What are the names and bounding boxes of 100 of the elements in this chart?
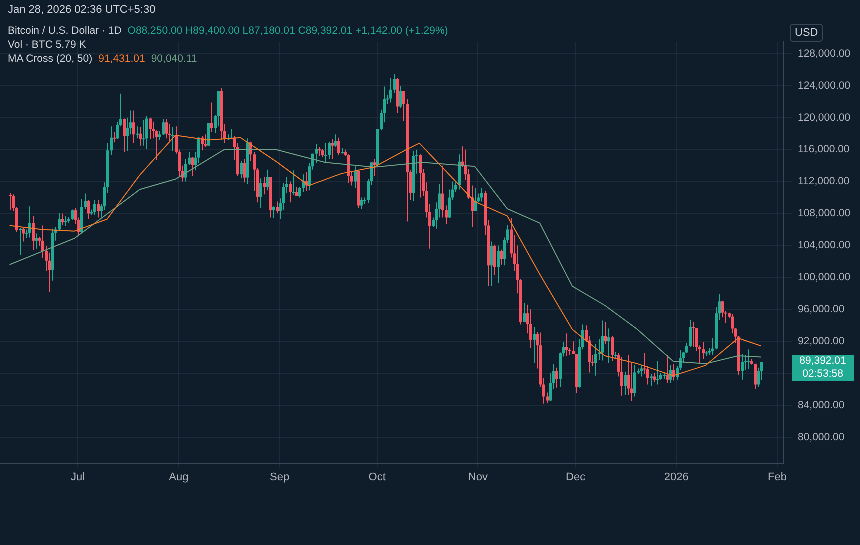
candlestick (458, 154, 461, 190)
candlestick (123, 118, 126, 153)
candlestick (331, 138, 334, 160)
candlestick (399, 85, 402, 109)
candlestick (692, 322, 695, 348)
candlestick (656, 361, 659, 386)
y-tick-label: 100,000.00 (798, 272, 851, 284)
candlestick (263, 176, 266, 196)
x-tick-label: 2026 (664, 471, 689, 484)
x-tick-label: Sep (270, 471, 290, 484)
candlestick (601, 320, 604, 362)
annotation: 90,040.11 (151, 53, 198, 65)
candlestick (529, 309, 532, 348)
candlestick (142, 120, 145, 146)
candlestick (240, 160, 243, 180)
candlestick (666, 354, 669, 384)
candlestick (747, 349, 750, 370)
candlestick (292, 170, 295, 196)
candlestick (58, 212, 61, 232)
candlestick (168, 124, 171, 144)
candlestick (633, 365, 636, 398)
candlestick (162, 118, 165, 136)
candlestick (276, 201, 279, 214)
y-tick-label: 116,000.00 (798, 144, 850, 156)
y-tick-label: 124,000.00 (798, 80, 851, 92)
candlestick (64, 216, 67, 228)
candlestick (210, 102, 213, 133)
candlestick (360, 197, 363, 210)
candlestick (441, 165, 444, 218)
x-tick-label: Aug (169, 471, 189, 484)
candlestick (594, 343, 597, 376)
candlestick (497, 245, 500, 284)
candlestick (604, 322, 607, 344)
candlestick (445, 205, 448, 225)
candlestick (493, 244, 496, 276)
candlestick (243, 158, 246, 184)
x-tick-label: Jul (71, 471, 86, 484)
annotation: Vol · BTC 5.79 K (8, 39, 86, 51)
candlestick (41, 225, 44, 259)
candlestick (419, 154, 422, 198)
x-tick-label: Dec (566, 471, 586, 484)
candlestick (184, 158, 187, 182)
candlestick (620, 357, 623, 396)
candlestick (136, 126, 139, 140)
candlestick (611, 335, 614, 362)
text: O88,250.00 H89,400.00 L87,180.01 C89,392.01 +1,142.00 (+1.29%) (128, 25, 448, 37)
chart-title: Bitcoin / U.S. Dollar · 1D (8, 25, 122, 37)
text: Jan 28, 2026 02:36 UTC+5:30 (8, 4, 156, 16)
candlestick (523, 302, 526, 323)
candlestick (480, 188, 483, 202)
candlestick (474, 188, 477, 212)
text: 89,392.01 (792, 355, 854, 368)
candlestick (61, 213, 64, 226)
text: 02:53:58 (792, 368, 854, 382)
candlestick (533, 326, 536, 364)
candlestick (490, 241, 493, 287)
x-tick-label: Oct (368, 471, 386, 484)
candlestick (334, 134, 337, 148)
candlestick (32, 216, 35, 252)
candlestick (204, 134, 207, 148)
y-tick-label: 92,000.00 (798, 335, 845, 348)
y-axis-title: USD (790, 24, 824, 42)
candlestick (259, 178, 262, 209)
candlestick (35, 233, 38, 250)
candlestick (145, 116, 148, 150)
candlestick (188, 152, 191, 166)
candlestick (471, 185, 474, 228)
y-tick-label: 120,000.00 (798, 112, 851, 124)
x-tick-label: Feb (768, 471, 787, 484)
y-tick-label: 96,000.00 (798, 304, 845, 316)
candlestick (149, 117, 152, 140)
candlestick (555, 367, 558, 388)
y-tick-label: 112,000.00 (798, 176, 850, 188)
candlestick (689, 320, 692, 348)
candlestick (87, 200, 90, 220)
candlestick (640, 365, 643, 378)
candlestick (337, 137, 340, 156)
y-tick-label: 128,000.00 (798, 48, 851, 60)
x-tick-label: Nov (468, 471, 488, 484)
y-tick-label: 104,000.00 (798, 240, 851, 252)
candlestick (97, 200, 100, 218)
candlestick (84, 193, 87, 210)
candlestick (132, 110, 135, 144)
candlestick (565, 333, 568, 356)
candlestick (315, 144, 318, 164)
y-tick-label: 108,000.00 (798, 208, 851, 220)
candlestick (546, 392, 549, 404)
annotation: 91,431.01 (98, 53, 146, 65)
y-tick-label: 80,000.00 (798, 431, 845, 444)
candlestick (702, 342, 705, 360)
y-tick-label: 84,000.00 (798, 399, 845, 412)
candlestick (741, 354, 744, 380)
candlestick (19, 228, 22, 256)
candlestick (402, 91, 405, 122)
candlestick (298, 186, 301, 198)
candlestick (113, 132, 116, 144)
candlestick (373, 158, 376, 177)
candlestick (341, 148, 344, 154)
candlestick (500, 249, 503, 266)
candlestick (389, 77, 392, 104)
